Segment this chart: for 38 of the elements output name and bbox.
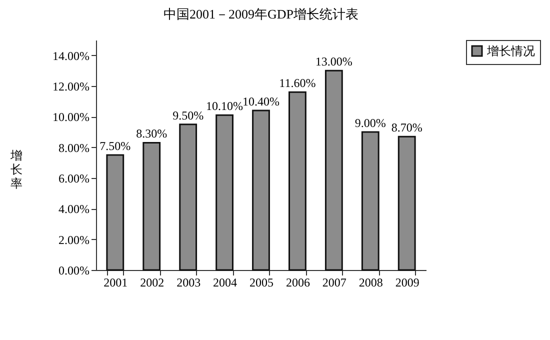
legend-label: 增长情况 [486, 44, 535, 58]
y-tick-label: 10.00% [52, 110, 90, 124]
bar [324, 70, 343, 271]
x-tick-label: 2009 [395, 276, 420, 290]
bar [398, 136, 416, 271]
bar [216, 114, 234, 271]
bar [179, 124, 198, 271]
y-tick-label: 14.00% [52, 48, 90, 63]
x-tick-label: 2003 [176, 276, 201, 290]
y-tick-label: 8.00% [58, 140, 90, 155]
y-tick-label: 6.00% [58, 172, 90, 186]
data-label: 13.00% [315, 54, 352, 69]
x-tick-label: 2001 [104, 276, 128, 290]
y-tick-label: 12.00% [52, 80, 90, 94]
data-label: 7.50% [100, 139, 131, 153]
chart-title: 中国2001－2009年GDP增长统计表 [163, 6, 359, 22]
bar [252, 110, 270, 271]
data-label: 10.10% [206, 99, 244, 114]
x-tick-label: 2007 [322, 276, 346, 290]
x-tick-label: 2006 [286, 276, 310, 290]
data-label: 9.50% [172, 108, 204, 122]
x-tick-label: 2004 [213, 276, 238, 290]
data-label: 9.00% [354, 116, 386, 130]
y-tick-label: 2.00% [58, 232, 90, 247]
bar [142, 142, 161, 271]
x-tick-label: 2002 [140, 276, 164, 290]
y-tick-label: 4.00% [58, 202, 90, 216]
y-axis-title: 增长率 [10, 148, 23, 190]
x-tick-label: 2008 [358, 276, 383, 290]
data-label: 8.30% [136, 126, 168, 141]
bar [106, 154, 124, 271]
bar [288, 91, 306, 271]
data-label: 11.60% [279, 76, 316, 90]
bar [361, 131, 380, 271]
x-tick-label: 2005 [250, 276, 274, 290]
data-label: 8.70% [391, 120, 422, 135]
data-label: 10.40% [242, 94, 280, 109]
y-tick-label: 0.00% [58, 264, 90, 278]
